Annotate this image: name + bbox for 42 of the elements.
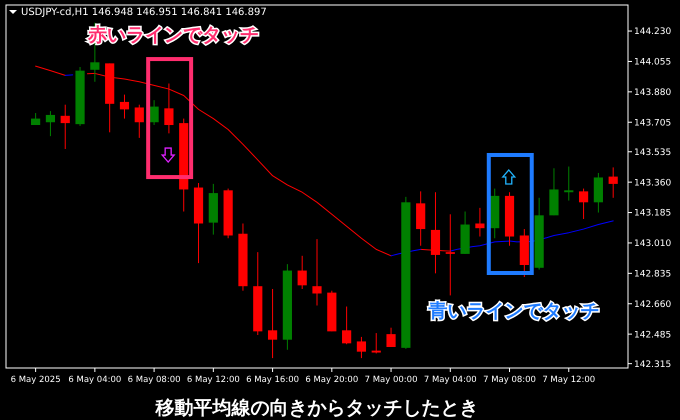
candlestick [342, 306, 352, 345]
candlestick [475, 207, 484, 238]
candlestick [312, 238, 322, 306]
candlestick [298, 255, 307, 290]
x-tick-label: 6 May 08:00 [128, 375, 181, 385]
candlestick [60, 104, 70, 150]
y-tick-label: 142.835 [634, 269, 672, 280]
candlestick [372, 332, 381, 354]
chart-subtitle: USDJPY-cd,H1 146.948 146.951 146.841 146.897 [21, 7, 267, 18]
candlestick [268, 288, 278, 359]
y-tick-label: 144.055 [634, 58, 672, 68]
candlestick [46, 110, 56, 137]
x-tick-label: 7 May 08:00 [483, 375, 536, 385]
text: 移動平均線の向きからタッチしたとき [154, 397, 478, 419]
candlestick [578, 188, 588, 220]
candlestick [164, 83, 174, 134]
x-tick-label: 6 May 12:00 [186, 375, 240, 385]
y-tick-label: 143.360 [634, 178, 672, 188]
y-tick-label: 142.660 [634, 300, 672, 310]
candlestick [120, 94, 130, 120]
candlestick [134, 104, 144, 138]
candlestick [386, 327, 396, 348]
x-tick-label: 6 May 04:00 [68, 375, 122, 385]
y-tick-label: 142.485 [634, 330, 672, 340]
y-tick-label: 143.535 [634, 148, 672, 158]
x-tick-label: 6 May 16:00 [246, 375, 300, 385]
y-tick-label: 144.230 [634, 27, 672, 38]
annotation: 赤いラインでタッチ [87, 24, 260, 46]
x-tick-label: 7 May 04:00 [424, 375, 477, 385]
y-tick-label: 142.315 [634, 360, 672, 370]
x-tick-label: 6 May 2025 [10, 375, 61, 385]
y-tick-label: 143.010 [634, 239, 672, 250]
x-tick-label: 6 May 20:00 [305, 375, 358, 385]
candlestick [356, 336, 366, 359]
y-tick-label: 143.705 [634, 118, 672, 128]
y-tick-label: 143.185 [634, 208, 672, 219]
y-tick-label: 143.880 [634, 88, 672, 98]
x-tick-label: 7 May 12:00 [542, 375, 596, 385]
annotation: 青いラインでタッチ [427, 300, 600, 322]
candlestick [608, 166, 618, 198]
x-tick-label: 7 May 00:00 [364, 375, 418, 385]
candlestick [150, 100, 159, 126]
